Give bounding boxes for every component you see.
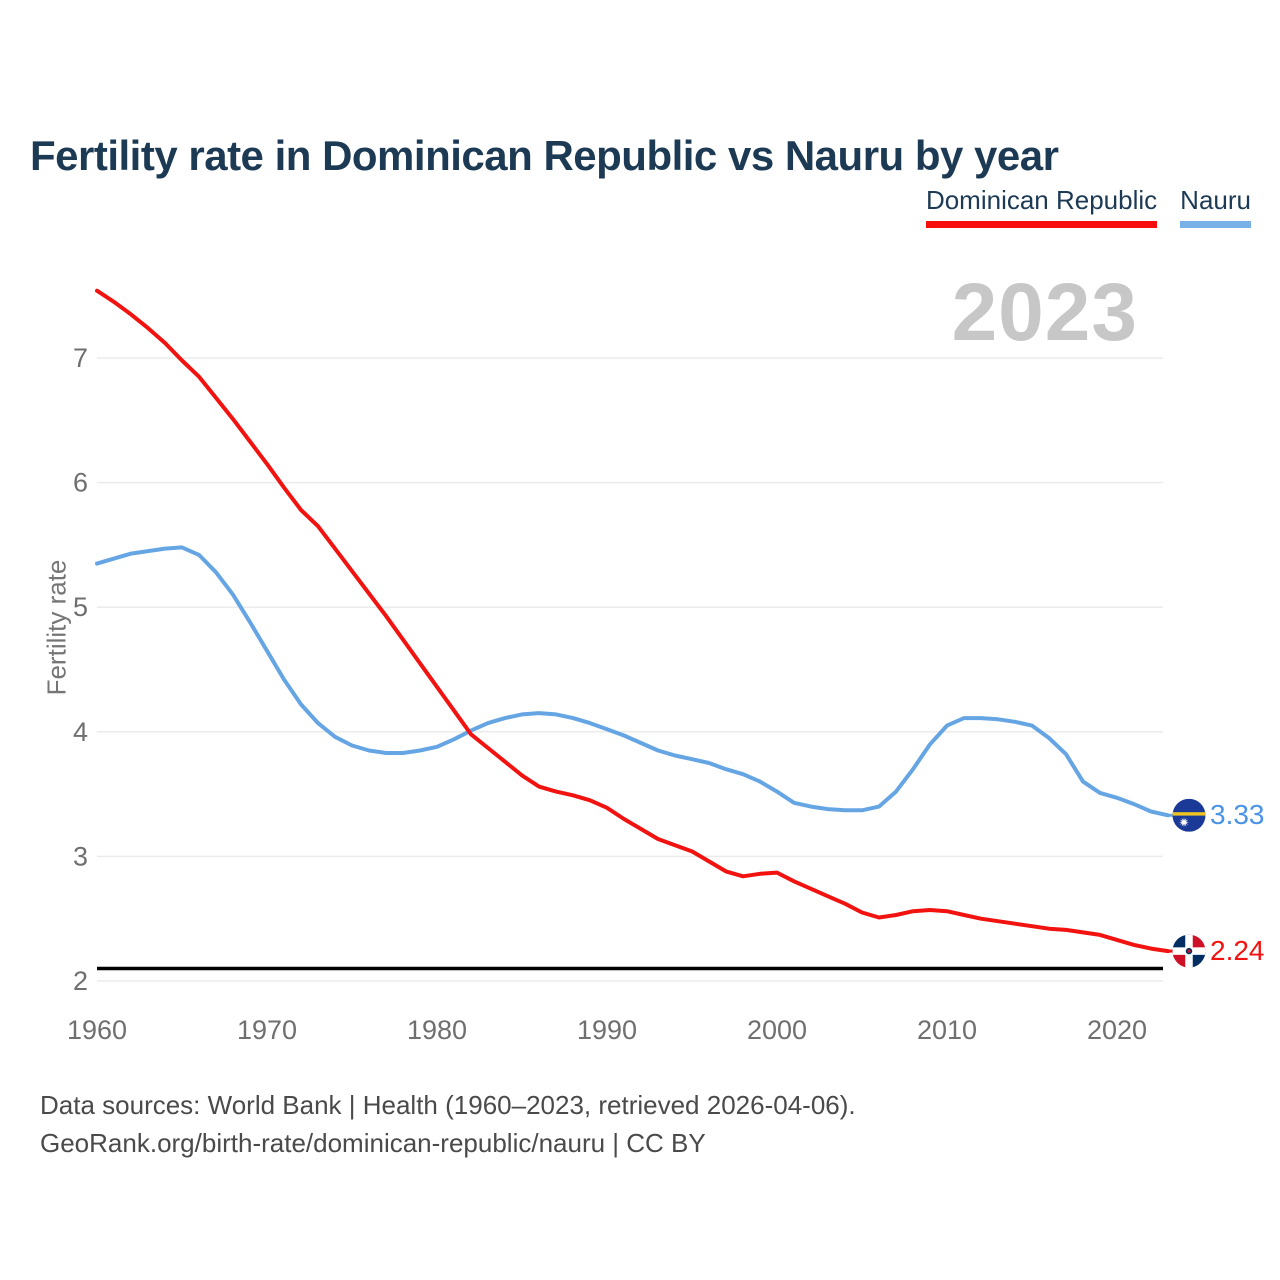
y-tick-label: 4 [73, 717, 88, 747]
x-tick-label: 1990 [577, 1015, 637, 1045]
x-tick-label: 2010 [917, 1015, 977, 1045]
y-tick-label: 5 [73, 592, 88, 622]
x-tick-label: 2020 [1087, 1015, 1147, 1045]
footer: Data sources: World Bank | Health (1960–… [40, 1086, 856, 1162]
y-axis-tick-labels: 2 3 4 5 6 7 [73, 343, 88, 996]
x-tick-label: 1970 [237, 1015, 297, 1045]
nauru-flag-icon[interactable] [1172, 798, 1206, 832]
series-line-dominican-republic[interactable] [95, 288, 1170, 954]
legend-label-dominican-republic: Dominican Republic [925, 185, 1158, 215]
x-axis-tick-labels: 1960 1970 1980 1990 2000 2010 2020 [67, 1015, 1147, 1045]
legend-item-nauru[interactable]: Nauru [1180, 185, 1251, 228]
footer-data-sources: Data sources: World Bank | Health (1960–… [40, 1090, 856, 1120]
end-label-nauru: 3.33 [1210, 799, 1265, 830]
y-tick-label: 7 [73, 343, 88, 373]
y-tick-label: 3 [73, 841, 88, 871]
series-line-nauru[interactable] [95, 545, 1170, 818]
x-tick-label: 1960 [67, 1015, 127, 1045]
y-tick-label: 2 [73, 966, 88, 996]
legend-item-dominican-republic[interactable]: Dominican Republic [925, 185, 1158, 228]
dominican-republic-flag-icon[interactable] [1172, 934, 1206, 968]
chart-title: Fertility rate in Dominican Republic vs … [30, 132, 1059, 180]
watermark-year: 2023 [951, 267, 1138, 358]
x-tick-label: 1980 [407, 1015, 467, 1045]
end-label-dominican-republic: 2.24 [1210, 935, 1265, 966]
legend-label-nauru: Nauru [1180, 185, 1251, 215]
footer-attribution: GeoRank.org/birth-rate/dominican-republi… [40, 1128, 706, 1158]
y-tick-label: 6 [73, 468, 88, 498]
legend: Dominican Republic Nauru [925, 185, 1251, 228]
x-tick-label: 2000 [747, 1015, 807, 1045]
gridlines [97, 357, 1163, 982]
